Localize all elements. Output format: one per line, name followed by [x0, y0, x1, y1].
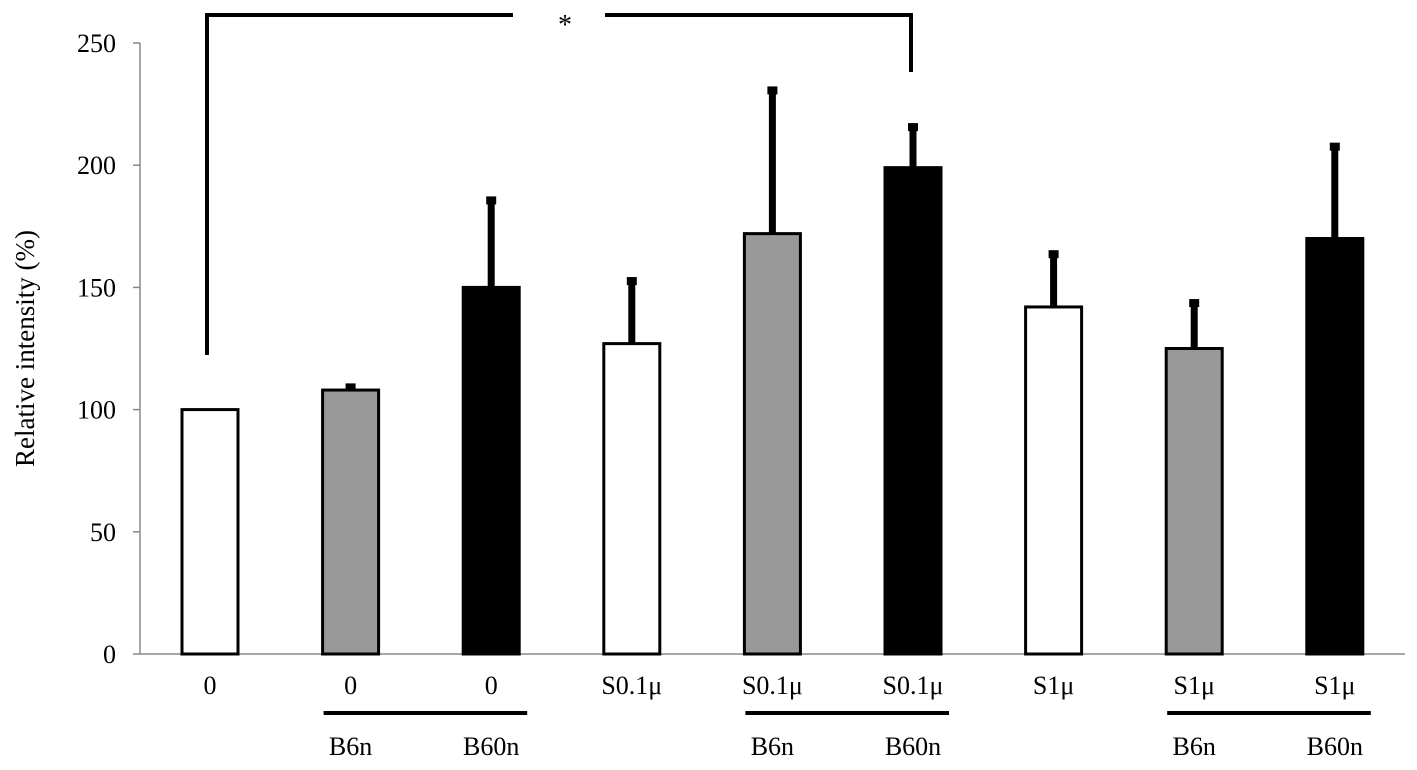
- x-tick-label-bottom: B60n: [463, 732, 519, 761]
- y-tick-label: 150: [77, 273, 116, 302]
- bar: [461, 285, 521, 656]
- bar: [883, 166, 943, 656]
- y-tick-label: 50: [90, 518, 116, 547]
- x-tick-label-bottom: B6n: [1173, 732, 1216, 761]
- significance-label: *: [558, 10, 572, 41]
- error-bar-cap: [626, 277, 637, 286]
- x-tick-label-top: 0: [344, 671, 357, 700]
- y-tick-label: 250: [77, 29, 116, 58]
- x-tick-label-bottom: B6n: [329, 732, 372, 761]
- bar: [742, 232, 802, 656]
- x-tick-label-bottom: B6n: [751, 732, 794, 761]
- x-tick-label-top: S1μ: [1173, 671, 1214, 700]
- error-bar-cap: [767, 86, 778, 95]
- y-axis-label: Relative intensity (%): [10, 230, 40, 467]
- bar: [180, 408, 240, 656]
- significance-bracket: [205, 13, 913, 355]
- error-bar-cap: [345, 383, 356, 392]
- error-bar-cap: [486, 196, 497, 205]
- x-tick-label-top: S0.1μ: [742, 671, 803, 700]
- error-bar-cap: [1329, 142, 1340, 151]
- x-tick-label-top: S0.1μ: [601, 671, 662, 700]
- x-tick-label-bottom: B60n: [1307, 732, 1363, 761]
- bar: [1305, 237, 1365, 656]
- x-tick-label-top: S1μ: [1314, 671, 1355, 700]
- y-tick-label: 100: [77, 396, 116, 425]
- error-bar-cap: [1048, 250, 1059, 259]
- y-tick-label: 0: [103, 640, 116, 669]
- x-tick-label-top: S0.1μ: [883, 671, 944, 700]
- y-tick-label: 200: [77, 151, 116, 180]
- x-tick-label-top: 0: [485, 671, 498, 700]
- x-tick-label-top: 0: [204, 671, 217, 700]
- error-bar-cap: [1189, 299, 1200, 308]
- error-bar-cap: [908, 123, 918, 132]
- x-tick-label-top: S1μ: [1033, 671, 1074, 700]
- bar: [602, 342, 662, 656]
- bar: [1164, 347, 1224, 656]
- bar: [1024, 305, 1084, 656]
- bar: [321, 388, 381, 656]
- x-tick-label-bottom: B60n: [885, 732, 941, 761]
